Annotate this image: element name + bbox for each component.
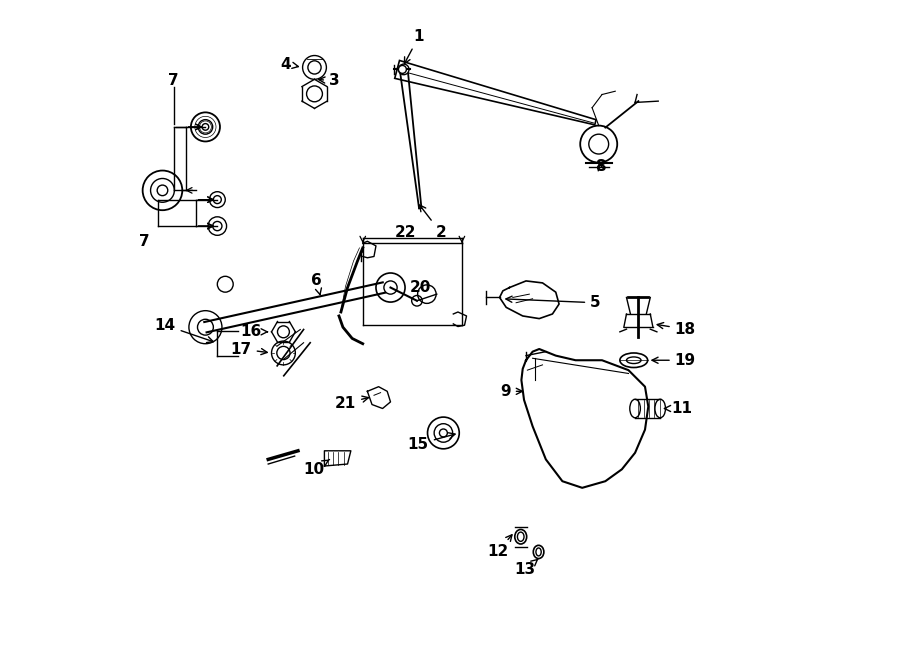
Text: 10: 10 — [303, 459, 329, 477]
Text: 8: 8 — [595, 159, 606, 174]
Text: 19: 19 — [652, 353, 696, 368]
Text: 4: 4 — [281, 57, 298, 71]
Circle shape — [399, 65, 407, 73]
Text: 9: 9 — [500, 384, 522, 399]
Text: 16: 16 — [240, 325, 267, 339]
Text: 6: 6 — [311, 274, 322, 295]
Text: 17: 17 — [230, 342, 267, 356]
Text: 21: 21 — [335, 396, 368, 410]
Text: 7: 7 — [140, 234, 150, 249]
Text: 5: 5 — [506, 295, 601, 310]
Text: 14: 14 — [155, 318, 213, 342]
Text: 20: 20 — [410, 280, 431, 295]
Text: 15: 15 — [408, 433, 455, 451]
Text: 1: 1 — [404, 29, 424, 63]
Text: 7: 7 — [168, 73, 179, 88]
Text: 18: 18 — [657, 322, 696, 336]
Text: 22: 22 — [394, 225, 416, 240]
Text: 11: 11 — [664, 401, 692, 416]
Text: 3: 3 — [319, 73, 339, 88]
Text: 2: 2 — [419, 205, 446, 240]
Text: 12: 12 — [487, 535, 512, 559]
Circle shape — [399, 64, 409, 75]
Text: 13: 13 — [515, 559, 537, 577]
